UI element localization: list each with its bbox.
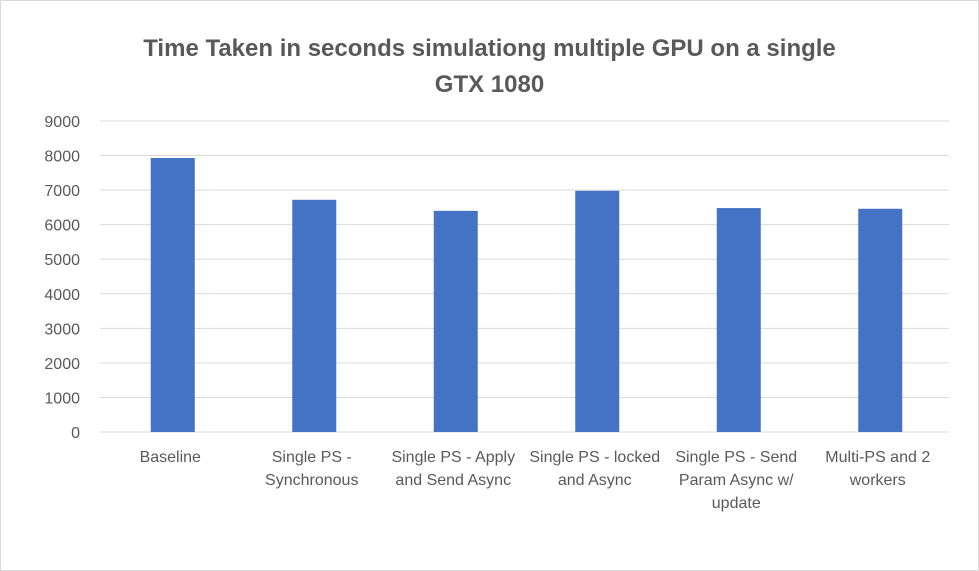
y-tick-label: 5000	[44, 252, 80, 269]
y-tick-label: 9000	[44, 114, 80, 131]
bar	[292, 199, 337, 432]
bar	[716, 208, 761, 432]
bar	[150, 157, 195, 433]
y-tick-label: 0	[71, 425, 80, 442]
y-tick-label: 3000	[44, 321, 80, 338]
bar	[433, 210, 478, 432]
y-tick-label: 6000	[44, 218, 80, 235]
x-axis-category-labels: Baseline Single PS -Synchronous Single PS …	[140, 449, 931, 512]
y-axis-tick-labels: 0 1000 2000 3000 4000 5000 6000 7000 8000 9000	[44, 114, 80, 442]
x-category-label: Multi-PS and 2 workers	[825, 449, 930, 489]
y-tick-label: 2000	[44, 356, 80, 373]
gridlines	[100, 120, 949, 433]
x-category-label: Single PS - Apply and Send Async	[391, 449, 515, 489]
chart-title-line-2: GTX 1080	[434, 71, 545, 98]
y-tick-label: 1000	[44, 390, 80, 407]
bar	[858, 208, 903, 432]
chart-title-line-1: Time Taken in seconds simulationg multip…	[143, 35, 836, 62]
x-category-label: Single PS - locked and Async	[529, 449, 660, 489]
bar	[575, 190, 620, 432]
y-tick-label: 8000	[44, 149, 80, 166]
x-category-label: Single PS -Synchronous	[265, 449, 358, 489]
y-tick-label: 4000	[44, 287, 80, 304]
y-tick-label: 7000	[44, 183, 80, 200]
x-category-label: Baseline	[140, 449, 201, 466]
bars	[150, 157, 903, 433]
x-category-label: Single PS - Send Param Async w/update	[675, 449, 797, 512]
